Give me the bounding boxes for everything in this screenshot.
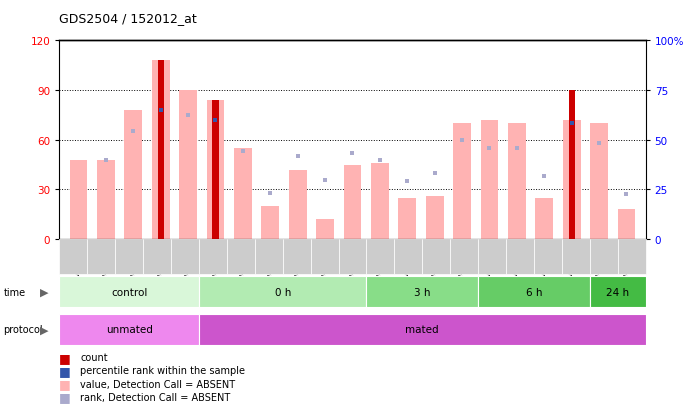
Text: protocol: protocol — [3, 324, 43, 335]
Bar — [426, 197, 444, 240]
Text: 3 h: 3 h — [414, 287, 431, 297]
Bar — [158, 61, 164, 240]
Bar — [399, 198, 416, 240]
Bar — [59, 277, 199, 308]
Bar — [590, 277, 646, 308]
Bar — [481, 121, 498, 240]
Bar — [478, 277, 590, 308]
Bar — [591, 124, 608, 240]
Bar — [234, 149, 252, 240]
Text: count: count — [80, 352, 108, 362]
Text: 24 h: 24 h — [606, 287, 630, 297]
Bar — [199, 277, 366, 308]
Bar — [316, 220, 334, 240]
Bar — [569, 91, 574, 240]
Text: time: time — [3, 287, 26, 297]
Text: ■: ■ — [59, 351, 71, 364]
Bar — [179, 91, 197, 240]
Text: ■: ■ — [59, 377, 71, 390]
Text: mated: mated — [406, 324, 439, 335]
Bar — [261, 206, 279, 240]
Text: ▶: ▶ — [40, 287, 48, 297]
Text: unmated: unmated — [105, 324, 153, 335]
Bar — [535, 198, 554, 240]
Bar — [124, 111, 142, 240]
Bar — [508, 124, 526, 240]
Text: ■: ■ — [59, 364, 71, 377]
Bar — [97, 160, 114, 240]
Text: GDS2504 / 152012_at: GDS2504 / 152012_at — [59, 12, 197, 25]
Bar — [371, 164, 389, 240]
Bar — [366, 277, 478, 308]
Text: 0 h: 0 h — [274, 287, 291, 297]
Bar — [563, 121, 581, 240]
Bar — [343, 165, 362, 240]
Bar — [151, 61, 170, 240]
Text: percentile rank within the sample: percentile rank within the sample — [80, 366, 245, 375]
Bar — [59, 314, 199, 345]
Text: ▶: ▶ — [40, 324, 48, 335]
Bar — [212, 101, 218, 240]
Text: 6 h: 6 h — [526, 287, 542, 297]
Bar — [289, 170, 306, 240]
Text: ■: ■ — [59, 390, 71, 404]
Bar — [453, 124, 471, 240]
Text: control: control — [111, 287, 147, 297]
Text: value, Detection Call = ABSENT: value, Detection Call = ABSENT — [80, 379, 235, 389]
Bar — [199, 314, 646, 345]
Bar — [618, 210, 635, 240]
Text: rank, Detection Call = ABSENT: rank, Detection Call = ABSENT — [80, 392, 230, 402]
Bar — [207, 101, 224, 240]
Bar — [70, 160, 87, 240]
